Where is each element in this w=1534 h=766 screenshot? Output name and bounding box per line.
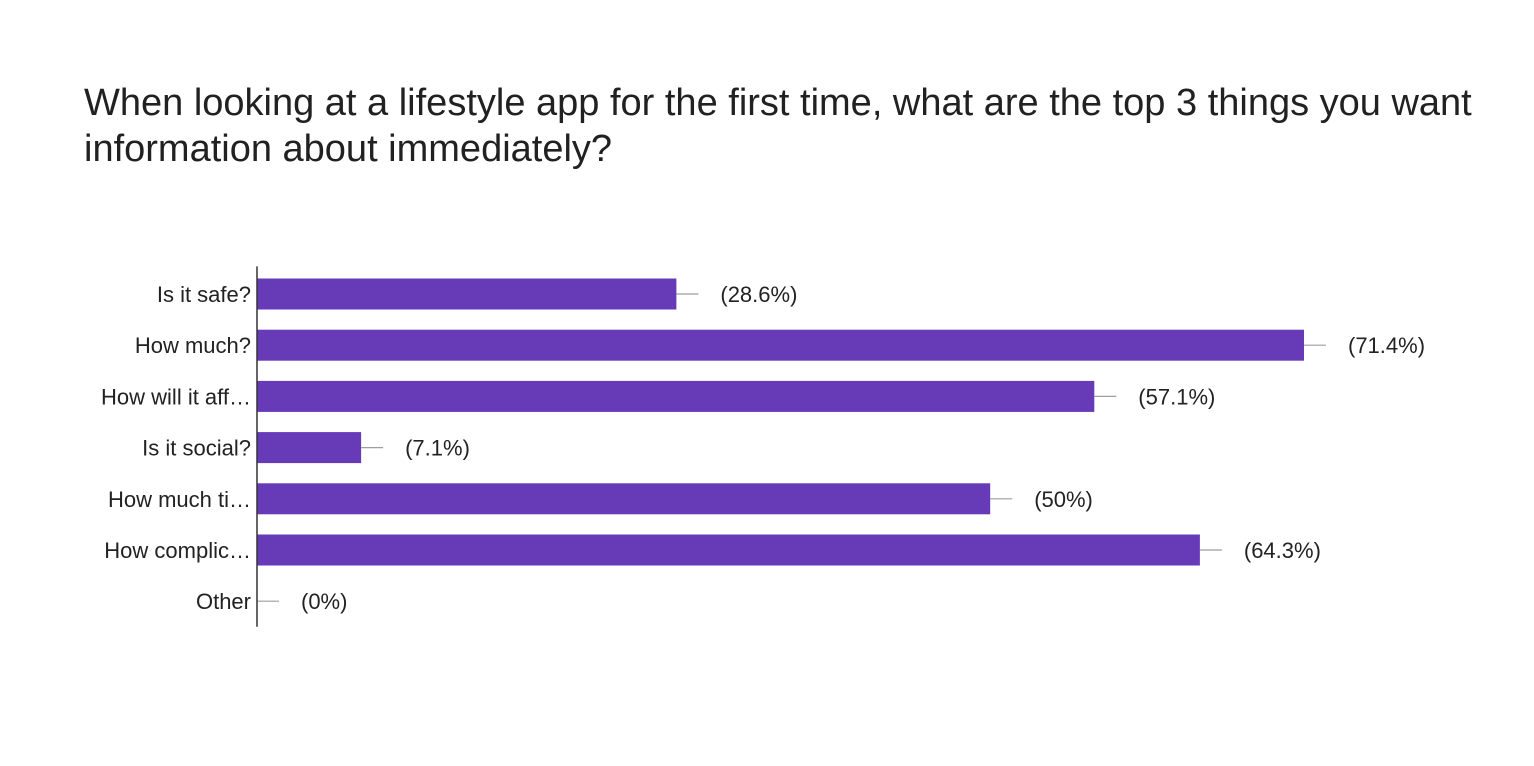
bar-how-will-it-aff (257, 380, 1095, 412)
bar-how-much-ti (257, 483, 991, 515)
value-label-is-it-safe: (28.6%) (720, 282, 797, 307)
category-label-how-much: How much? (135, 333, 251, 358)
bar-is-it-safe (257, 278, 677, 310)
category-label-how-will-it-aff: How will it aff… (101, 384, 251, 409)
bar-how-complic (257, 534, 1200, 566)
bar-how-much (257, 329, 1304, 361)
bar-is-it-social (257, 432, 362, 464)
category-label-is-it-social: Is it social? (142, 436, 251, 461)
value-label-how-will-it-aff: (57.1%) (1138, 384, 1215, 409)
value-label-other: (0%) (301, 589, 347, 614)
value-label-how-complic: (64.3%) (1244, 538, 1321, 563)
category-label-how-much-ti: How much ti… (108, 487, 251, 512)
value-labels-layer: (28.6%) (71.4%) (57.1%) (7.1%) (50%) (64.3%) (… (301, 282, 1425, 614)
category-label-how-complic: How complic… (104, 538, 251, 563)
category-label-is-it-safe: Is it safe? (157, 282, 251, 307)
value-label-is-it-social: (7.1%) (405, 436, 470, 461)
bars-layer (257, 278, 1304, 566)
value-label-how-much-ti: (50%) (1034, 487, 1093, 512)
value-label-how-much: (71.4%) (1348, 333, 1425, 358)
leader-lines-layer (257, 293, 1326, 602)
category-labels-layer: Is it safe? How much? How will it aff… Is i… (101, 282, 251, 614)
chart-title: When looking at a lifestyle app for the … (84, 82, 1472, 170)
category-label-other: Other (196, 589, 251, 614)
